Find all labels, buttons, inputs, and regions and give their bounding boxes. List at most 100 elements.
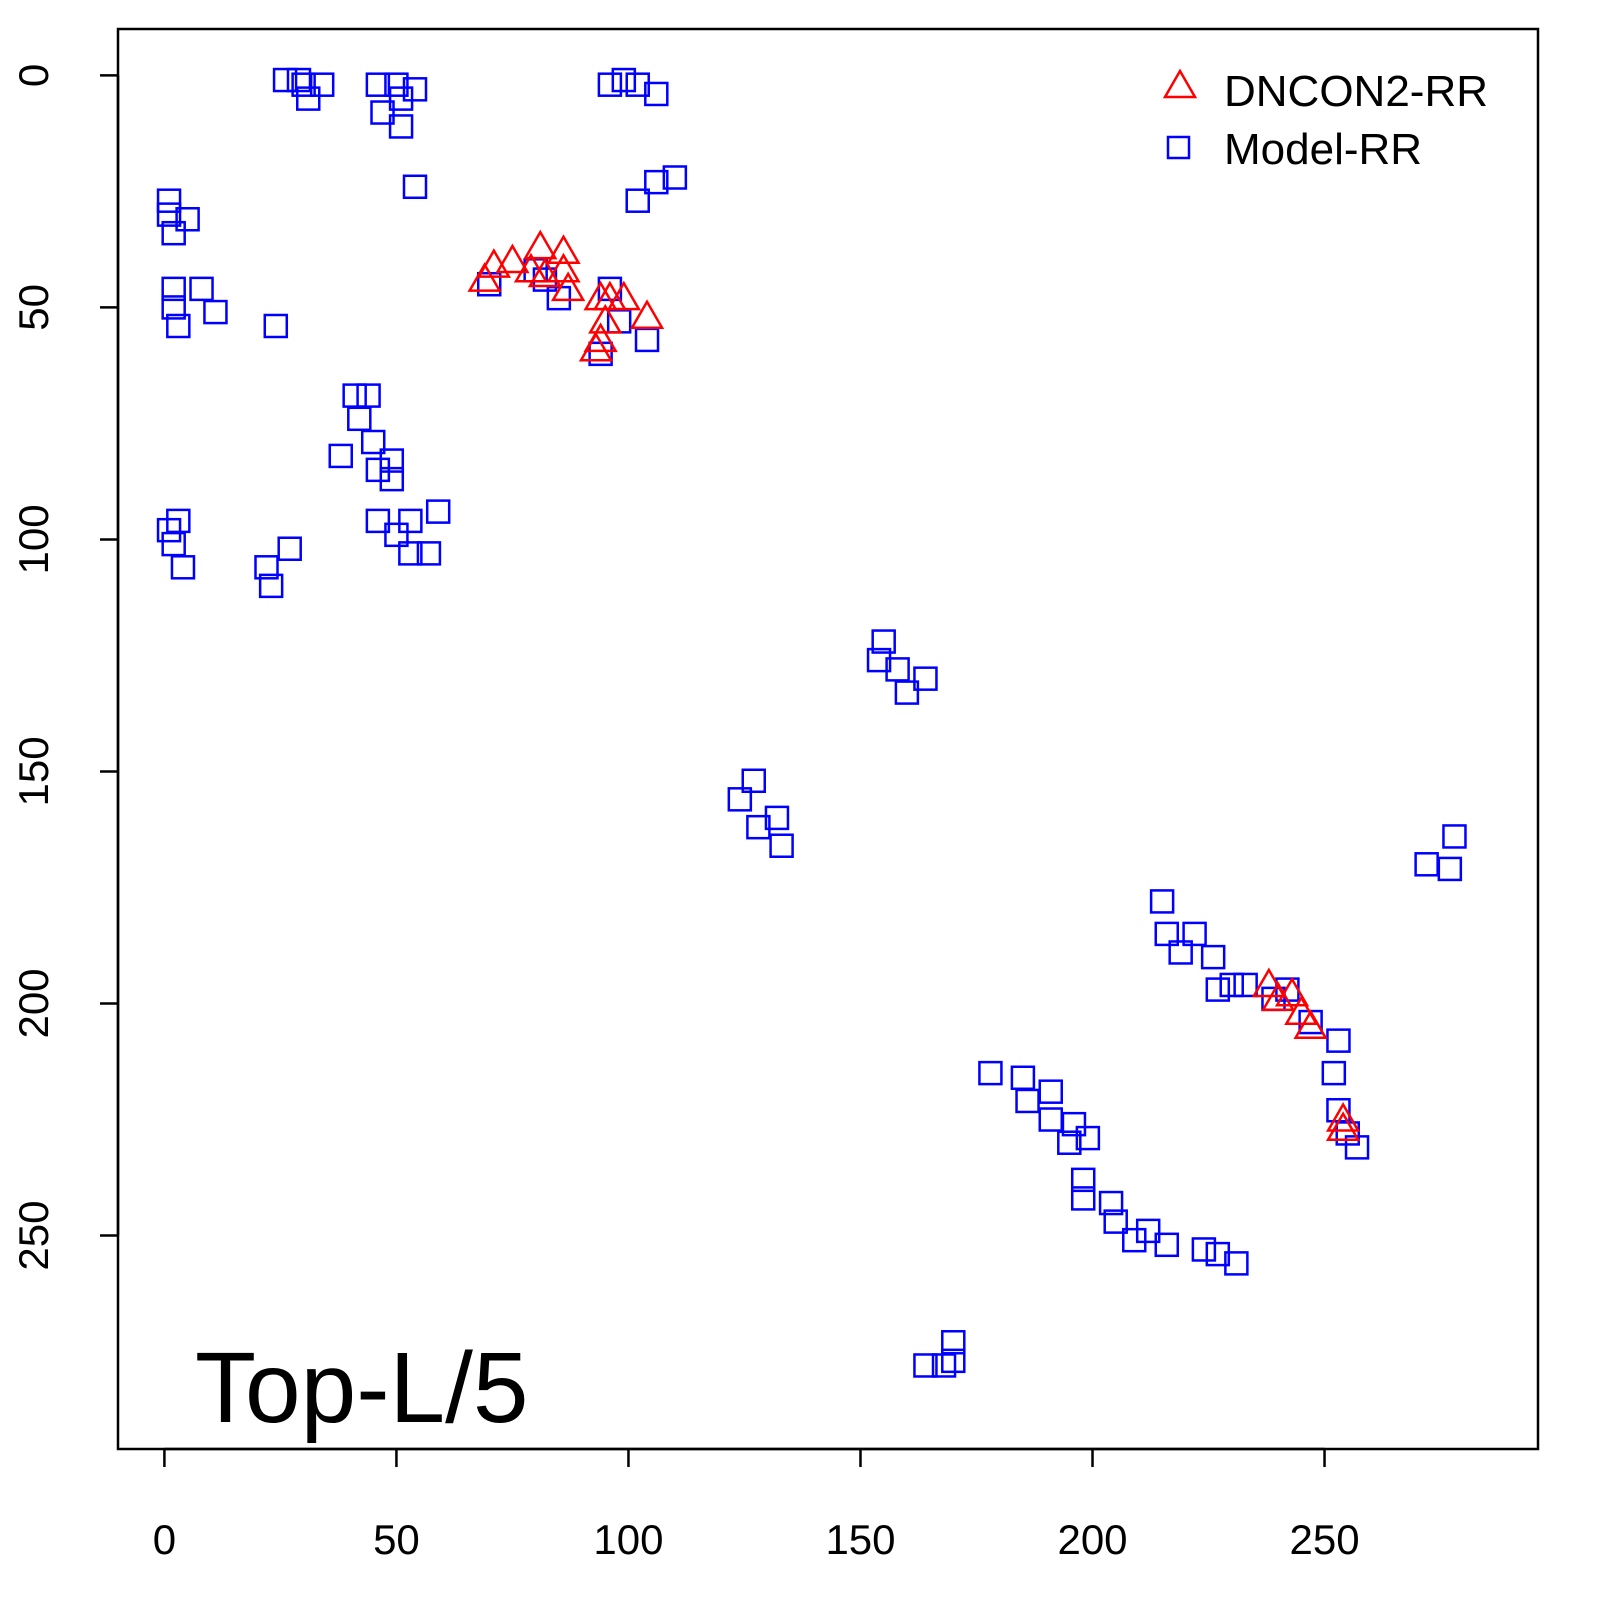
model-rr-point <box>156 188 182 213</box>
model-rr-point <box>175 207 200 232</box>
y-tick-label: 150 <box>10 736 57 806</box>
model-rr-point <box>272 67 298 93</box>
model-rr-point <box>398 508 423 534</box>
model-rr-point <box>1122 1227 1147 1253</box>
model-rr-point <box>1057 1130 1082 1155</box>
model-rr-point <box>379 448 405 473</box>
model-rr-point <box>388 114 414 139</box>
x-tick-label: 0 <box>153 1516 176 1563</box>
dncon2-rr-point <box>1274 976 1310 1007</box>
legend: DNCON2-RR Model-RR <box>1162 67 1488 174</box>
model-rr-point <box>309 72 335 97</box>
model-rr-point <box>644 169 669 195</box>
x-tick-label: 100 <box>593 1516 663 1563</box>
model-rr-point <box>1414 852 1439 877</box>
model-rr-point <box>156 202 182 227</box>
model-rr-point <box>625 188 650 213</box>
y-tick-label: 0 <box>10 64 57 87</box>
plot-frame <box>116 27 1540 1451</box>
model-rr-point <box>189 276 214 302</box>
model-rr-point <box>1070 1186 1096 1211</box>
model-rr-point <box>365 72 391 97</box>
dncon2-rr-point <box>1260 981 1296 1012</box>
model-rr-point <box>885 657 910 682</box>
model-rr-point <box>254 555 279 580</box>
model-rr-point <box>342 383 367 408</box>
model-rr-point <box>166 508 191 534</box>
dncon2-rr-points <box>467 229 1361 1142</box>
model-rr-point <box>365 508 391 534</box>
dncon2-rr-point <box>550 271 586 302</box>
x-tick-label: 250 <box>1289 1516 1359 1563</box>
model-rr-point <box>1015 1088 1040 1114</box>
annotation-top-l5: Top-L/5 <box>195 1332 529 1444</box>
model-rr-point <box>746 814 771 840</box>
model-rr-point <box>1038 1107 1063 1132</box>
model-rr-point <box>913 666 938 691</box>
model-rr-point <box>356 383 381 408</box>
model-rr-point <box>384 522 409 548</box>
model-rr-point <box>1154 1232 1180 1258</box>
x-axis: 0 50 100 150 200 250 <box>153 1447 1360 1563</box>
model-rr-point <box>258 573 284 599</box>
dncon2-rr-point <box>583 322 618 353</box>
model-rr-point <box>1098 1190 1124 1216</box>
legend-square-marker <box>1166 135 1191 160</box>
dncon2-rr-point <box>546 234 581 264</box>
legend-label-model: Model-RR <box>1224 125 1422 174</box>
model-rr-point <box>1061 1111 1087 1137</box>
model-rr-point <box>1191 1237 1217 1262</box>
model-rr-point <box>402 174 428 200</box>
y-tick-label: 250 <box>10 1200 57 1270</box>
model-rr-point <box>161 531 186 557</box>
dncon2-rr-point <box>523 229 558 260</box>
model-rr-point <box>277 536 302 561</box>
model-rr-point <box>1442 824 1467 849</box>
model-rr-point <box>644 81 669 107</box>
model-rr-point <box>1168 940 1193 965</box>
dncon2-rr-point <box>578 331 614 362</box>
model-rr-point <box>1075 1125 1101 1151</box>
model-rr-point <box>379 466 405 492</box>
model-rr-point <box>611 67 637 93</box>
model-rr-point <box>347 406 372 432</box>
model-rr-point <box>1233 972 1258 998</box>
model-rr-point <box>203 299 228 325</box>
model-rr-point <box>166 313 191 339</box>
model-rr-point <box>360 429 386 455</box>
model-rr-point <box>662 165 688 190</box>
model-rr-point <box>871 629 896 654</box>
model-rr-point <box>913 1353 938 1378</box>
model-rr-point <box>370 100 395 125</box>
dncon2-rr-point <box>495 243 530 274</box>
y-tick-label: 200 <box>10 968 57 1038</box>
model-rr-point <box>161 220 186 246</box>
model-rr-point <box>425 499 451 524</box>
dncon2-rr-point <box>513 252 549 283</box>
dncon2-rr-point <box>629 299 665 329</box>
y-axis: 0 50 100 150 200 250 <box>10 64 120 1271</box>
dncon2-rr-point <box>1325 1102 1361 1132</box>
model-rr-point <box>764 805 790 831</box>
model-rr-point <box>1200 944 1226 970</box>
dncon2-rr-point <box>606 280 641 311</box>
x-tick-label: 150 <box>825 1516 895 1563</box>
model-rr-point <box>1224 1251 1249 1276</box>
model-rr-point <box>1219 972 1244 998</box>
dncon2-rr-point <box>1293 1009 1328 1039</box>
model-rr-point <box>1135 1218 1161 1244</box>
model-rr-point <box>941 1348 966 1374</box>
model-rr-point <box>727 787 753 812</box>
model-rr-point <box>296 86 321 111</box>
legend-label-dncon2: DNCON2-RR <box>1224 67 1488 116</box>
model-rr-point <box>634 327 660 353</box>
model-rr-points <box>156 67 1467 1378</box>
model-rr-point <box>1326 1028 1351 1053</box>
model-rr-point <box>1321 1060 1347 1086</box>
dncon2-rr-point <box>1284 995 1319 1026</box>
model-rr-point <box>1038 1079 1063 1104</box>
model-rr-point <box>416 541 442 566</box>
dncon2-rr-point <box>1251 967 1287 998</box>
model-rr-point <box>161 276 186 302</box>
